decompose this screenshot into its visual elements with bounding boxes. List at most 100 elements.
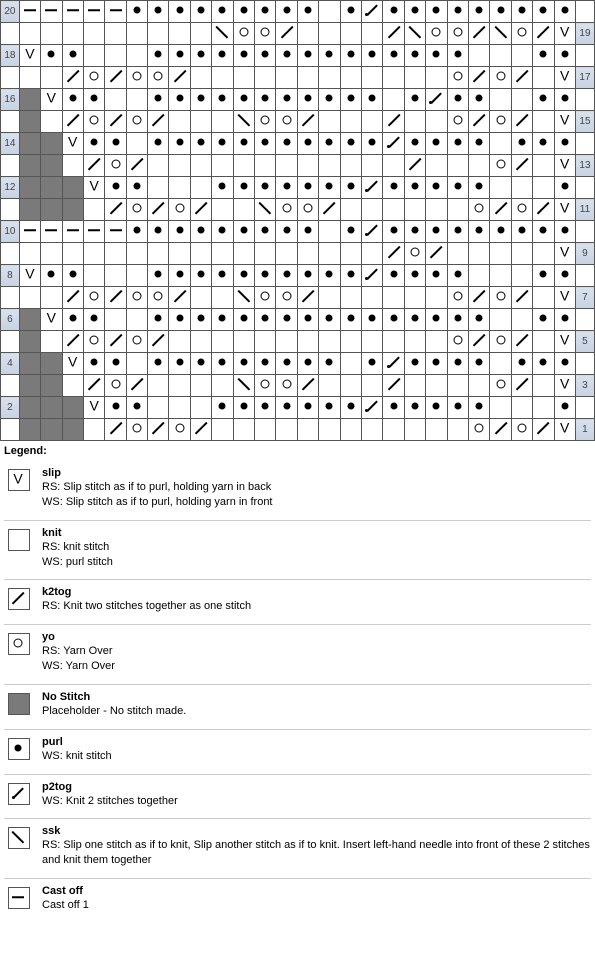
stitch-cell	[169, 287, 190, 309]
legend-symbol	[8, 693, 30, 715]
stitch-cell	[169, 419, 190, 441]
stitch-cell	[126, 199, 147, 221]
stitch-cell	[126, 265, 147, 287]
stitch-cell	[297, 67, 318, 89]
stitch-cell	[148, 111, 169, 133]
stitch-cell	[83, 1, 104, 23]
stitch-cell	[276, 309, 297, 331]
stitch-cell	[554, 1, 575, 23]
stitch-cell	[533, 309, 554, 331]
stitch-cell	[169, 397, 190, 419]
stitch-cell	[190, 287, 211, 309]
stitch-cell	[297, 265, 318, 287]
stitch-cell	[19, 23, 40, 45]
stitch-cell	[404, 133, 425, 155]
stitch-cell	[426, 353, 447, 375]
stitch-cell	[340, 353, 361, 375]
stitch-cell	[19, 331, 40, 353]
row-number: 18	[1, 45, 20, 67]
stitch-cell	[105, 45, 126, 67]
stitch-cell	[511, 23, 532, 45]
stitch-cell	[447, 419, 468, 441]
stitch-cell	[533, 375, 554, 397]
stitch-cell	[169, 23, 190, 45]
stitch-cell	[233, 243, 254, 265]
chart-grid: 2019181716151413121110987654321	[0, 0, 595, 441]
stitch-cell	[340, 309, 361, 331]
stitch-cell	[554, 177, 575, 199]
stitch-cell	[468, 419, 489, 441]
stitch-cell	[83, 177, 104, 199]
stitch-cell	[340, 111, 361, 133]
stitch-cell	[297, 199, 318, 221]
stitch-cell	[105, 111, 126, 133]
stitch-cell	[511, 331, 532, 353]
stitch-cell	[490, 155, 511, 177]
stitch-cell	[41, 89, 62, 111]
stitch-cell	[62, 353, 83, 375]
stitch-cell	[533, 177, 554, 199]
stitch-cell	[468, 111, 489, 133]
stitch-cell	[297, 23, 318, 45]
stitch-cell	[340, 155, 361, 177]
stitch-cell	[319, 353, 340, 375]
stitch-cell	[383, 419, 404, 441]
stitch-cell	[276, 199, 297, 221]
stitch-cell	[426, 89, 447, 111]
stitch-cell	[212, 23, 233, 45]
stitch-cell	[255, 419, 276, 441]
stitch-cell	[533, 155, 554, 177]
stitch-cell	[126, 133, 147, 155]
stitch-cell	[362, 89, 383, 111]
stitch-cell	[169, 199, 190, 221]
stitch-cell	[468, 243, 489, 265]
stitch-cell	[148, 375, 169, 397]
stitch-cell	[276, 243, 297, 265]
stitch-cell	[340, 221, 361, 243]
stitch-cell	[468, 177, 489, 199]
legend-item-name: Cast off	[42, 885, 89, 897]
stitch-cell	[105, 155, 126, 177]
stitch-cell	[83, 265, 104, 287]
stitch-cell	[362, 287, 383, 309]
stitch-cell	[362, 67, 383, 89]
stitch-cell	[19, 1, 40, 23]
stitch-cell	[255, 353, 276, 375]
stitch-cell	[426, 67, 447, 89]
stitch-cell	[255, 199, 276, 221]
stitch-cell	[126, 23, 147, 45]
legend-item: No StitchPlaceholder - No stitch made.	[4, 685, 591, 730]
stitch-cell	[426, 111, 447, 133]
stitch-cell	[41, 265, 62, 287]
stitch-cell	[554, 23, 575, 45]
stitch-cell	[105, 199, 126, 221]
legend-symbol	[8, 633, 30, 655]
stitch-cell	[447, 353, 468, 375]
stitch-cell	[447, 45, 468, 67]
stitch-cell	[490, 309, 511, 331]
stitch-cell	[447, 67, 468, 89]
stitch-cell	[105, 287, 126, 309]
stitch-cell	[212, 397, 233, 419]
stitch-cell	[362, 221, 383, 243]
stitch-cell	[404, 243, 425, 265]
legend-item-desc: WS: knit stitch	[42, 749, 112, 764]
stitch-cell	[490, 287, 511, 309]
stitch-cell	[404, 221, 425, 243]
stitch-cell	[148, 1, 169, 23]
stitch-cell	[340, 177, 361, 199]
stitch-cell	[426, 177, 447, 199]
stitch-cell	[41, 353, 62, 375]
stitch-cell	[148, 397, 169, 419]
stitch-cell	[533, 133, 554, 155]
stitch-cell	[19, 353, 40, 375]
stitch-cell	[319, 375, 340, 397]
stitch-cell	[255, 243, 276, 265]
stitch-cell	[383, 111, 404, 133]
stitch-cell	[340, 265, 361, 287]
stitch-cell	[554, 353, 575, 375]
row-number: 4	[1, 353, 20, 375]
stitch-cell	[190, 375, 211, 397]
stitch-cell	[490, 67, 511, 89]
stitch-cell	[362, 199, 383, 221]
